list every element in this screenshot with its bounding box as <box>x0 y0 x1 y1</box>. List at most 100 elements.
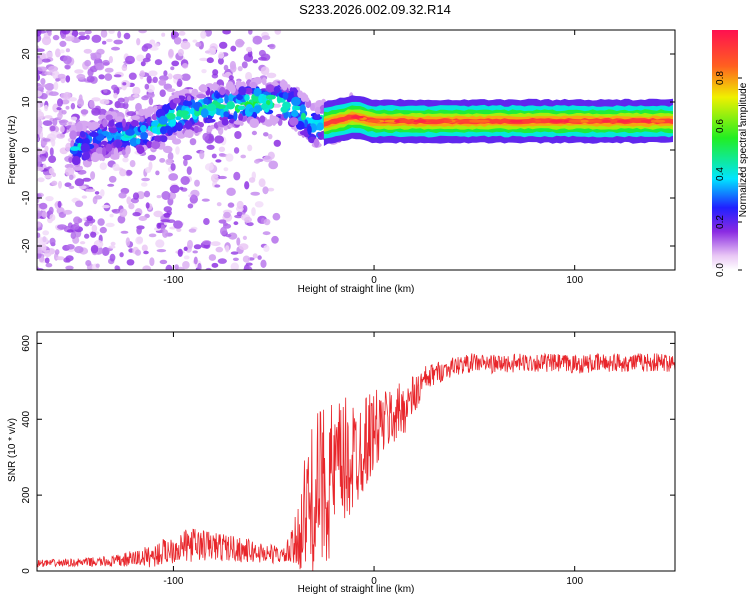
spectrogram-noise-blob <box>257 255 262 260</box>
spectrogram-noise-blob <box>248 30 253 35</box>
spectrogram-noise-blob <box>41 243 47 253</box>
spectrogram-noise-blob <box>266 72 277 79</box>
colorbar-gradient <box>712 30 738 270</box>
spectrogram-noise-blob <box>39 202 48 210</box>
spectrogram-ridge-blob <box>105 114 113 121</box>
spectrogram-noise-blob <box>79 241 86 245</box>
colorbar-label: Normalized spectral amplitude <box>738 82 749 217</box>
spectrogram-noise-blob <box>59 49 65 54</box>
spectrogram-noise-blob <box>138 30 147 34</box>
spectrogram-noise-blob <box>163 212 171 218</box>
spectrogram-noise-blob <box>155 170 160 176</box>
spectrogram-ridge-blob <box>212 82 218 92</box>
spectrogram-noise-blob <box>225 234 232 238</box>
spectrogram-noise-blob <box>102 62 110 66</box>
spectrogram-noise-blob <box>99 98 110 105</box>
spectrogram-noise-blob <box>260 259 267 268</box>
spectrogram-noise-blob <box>148 233 157 238</box>
spectrogram-noise-blob <box>132 94 140 98</box>
spectrogram-noise-blob <box>190 194 197 200</box>
spectrogram-noise-blob <box>117 30 122 39</box>
spectrogram-noise-blob <box>260 66 270 75</box>
spectrogram-noise-blob <box>218 219 227 224</box>
spectrogram-noise-blob <box>268 160 279 170</box>
spectrogram-noise-blob <box>228 75 234 81</box>
spectrogram-noise-blob <box>148 70 158 77</box>
spectrogram-noise-blob <box>186 166 192 175</box>
spectrogram-noise-blob <box>116 265 121 270</box>
spectrogram-ridge-blob <box>199 85 208 93</box>
spectrogram-peak <box>549 119 564 123</box>
spectrogram-noise-blob <box>230 251 239 255</box>
spectrogram-noise-blob <box>223 211 231 219</box>
spectrogram-noise-blob <box>230 262 239 270</box>
spectrogram-noise-blob <box>145 202 150 209</box>
spectrogram-noise-blob <box>49 125 56 132</box>
spectrogram-ridge-blob <box>136 138 141 145</box>
spectrogram-noise-blob <box>44 104 49 112</box>
spectrogram-noise-blob <box>268 43 276 50</box>
spectrogram-peak <box>521 119 536 123</box>
spectrogram-noise-blob <box>42 138 51 142</box>
spectrogram-ridge-blob <box>130 115 140 120</box>
spectrogram-noise-blob <box>108 245 116 249</box>
spectrogram-noise-blob <box>78 185 87 190</box>
spectrogram-ridge-blob <box>215 93 221 99</box>
spectrogram-noise-blob <box>227 202 235 208</box>
spectrogram-noise-blob <box>177 248 183 257</box>
spectrogram-ridge-blob <box>105 143 113 152</box>
spectrogram-ridge-blob <box>203 97 209 105</box>
spectrogram-noise-blob <box>145 167 152 173</box>
spectrogram-noise-blob <box>199 57 209 62</box>
spectrogram-ridge-blob <box>220 109 225 118</box>
spectrogram-noise-blob <box>251 130 257 136</box>
spectrogram-noise-blob <box>162 145 173 154</box>
spectrogram-noise-blob <box>104 73 113 81</box>
spectrogram-noise-blob <box>144 83 150 90</box>
spectrogram-xtick-label: -100 <box>163 275 183 286</box>
spectrogram-noise-blob <box>132 86 141 96</box>
spectrogram-noise-blob <box>209 43 218 51</box>
spectrogram-noise-blob <box>203 218 210 225</box>
spectrogram-noise-blob <box>37 102 41 110</box>
spectrogram-ridge-blob <box>253 87 262 97</box>
spectrogram-noise-blob <box>262 231 271 236</box>
spectrogram-noise-blob <box>273 139 281 147</box>
spectrogram-ridge-blob <box>115 140 121 148</box>
spectrogram-noise-blob <box>57 224 67 230</box>
chart-title: S233.2026.002.09.32.R14 <box>299 2 451 17</box>
spectrogram-noise-blob <box>44 257 50 264</box>
spectrogram-noise-blob <box>233 171 241 181</box>
spectrogram-noise-blob <box>37 30 42 37</box>
spectrogram-noise-blob <box>44 71 54 76</box>
spectrogram-noise-blob <box>49 147 54 156</box>
spectrogram-noise-blob <box>105 222 115 228</box>
spectrogram-ridge-blob <box>190 107 195 115</box>
spectrogram-ridge-blob <box>140 131 149 140</box>
spectrogram-noise-blob <box>252 253 258 259</box>
spectrogram-ridge-blob <box>252 119 258 125</box>
spectrogram-ridge-blob <box>108 127 118 134</box>
spectrogram-ridge-blob <box>71 155 81 166</box>
spectrogram-peak <box>351 115 364 119</box>
spectrogram-noise-blob <box>37 250 45 254</box>
spectrogram-noise-blob <box>52 118 58 126</box>
spectrogram-noise-blob <box>126 111 136 117</box>
spectrogram-noise-blob <box>242 255 250 263</box>
spectrogram-noise-blob <box>180 40 191 50</box>
spectrogram-noise-blob <box>119 208 128 218</box>
spectrogram-noise-blob <box>42 120 53 126</box>
spectrogram-noise-blob <box>126 259 135 266</box>
spectrogram-noise-blob <box>252 59 259 64</box>
spectrogram-noise-blob <box>252 35 263 45</box>
spectrogram-noise-blob <box>58 180 62 189</box>
spectrogram-noise-blob <box>211 262 219 268</box>
spectrogram-noise-blob <box>243 265 253 270</box>
spectrogram-noise-blob <box>91 224 98 233</box>
spectrogram-noise-blob <box>154 59 163 66</box>
spectrogram-noise-blob <box>153 210 164 218</box>
spectrogram-noise-blob <box>56 107 62 111</box>
spectrogram-noise-blob <box>192 39 198 43</box>
spectrogram-noise-blob <box>100 189 105 197</box>
spectrogram-noise-blob <box>129 160 136 168</box>
